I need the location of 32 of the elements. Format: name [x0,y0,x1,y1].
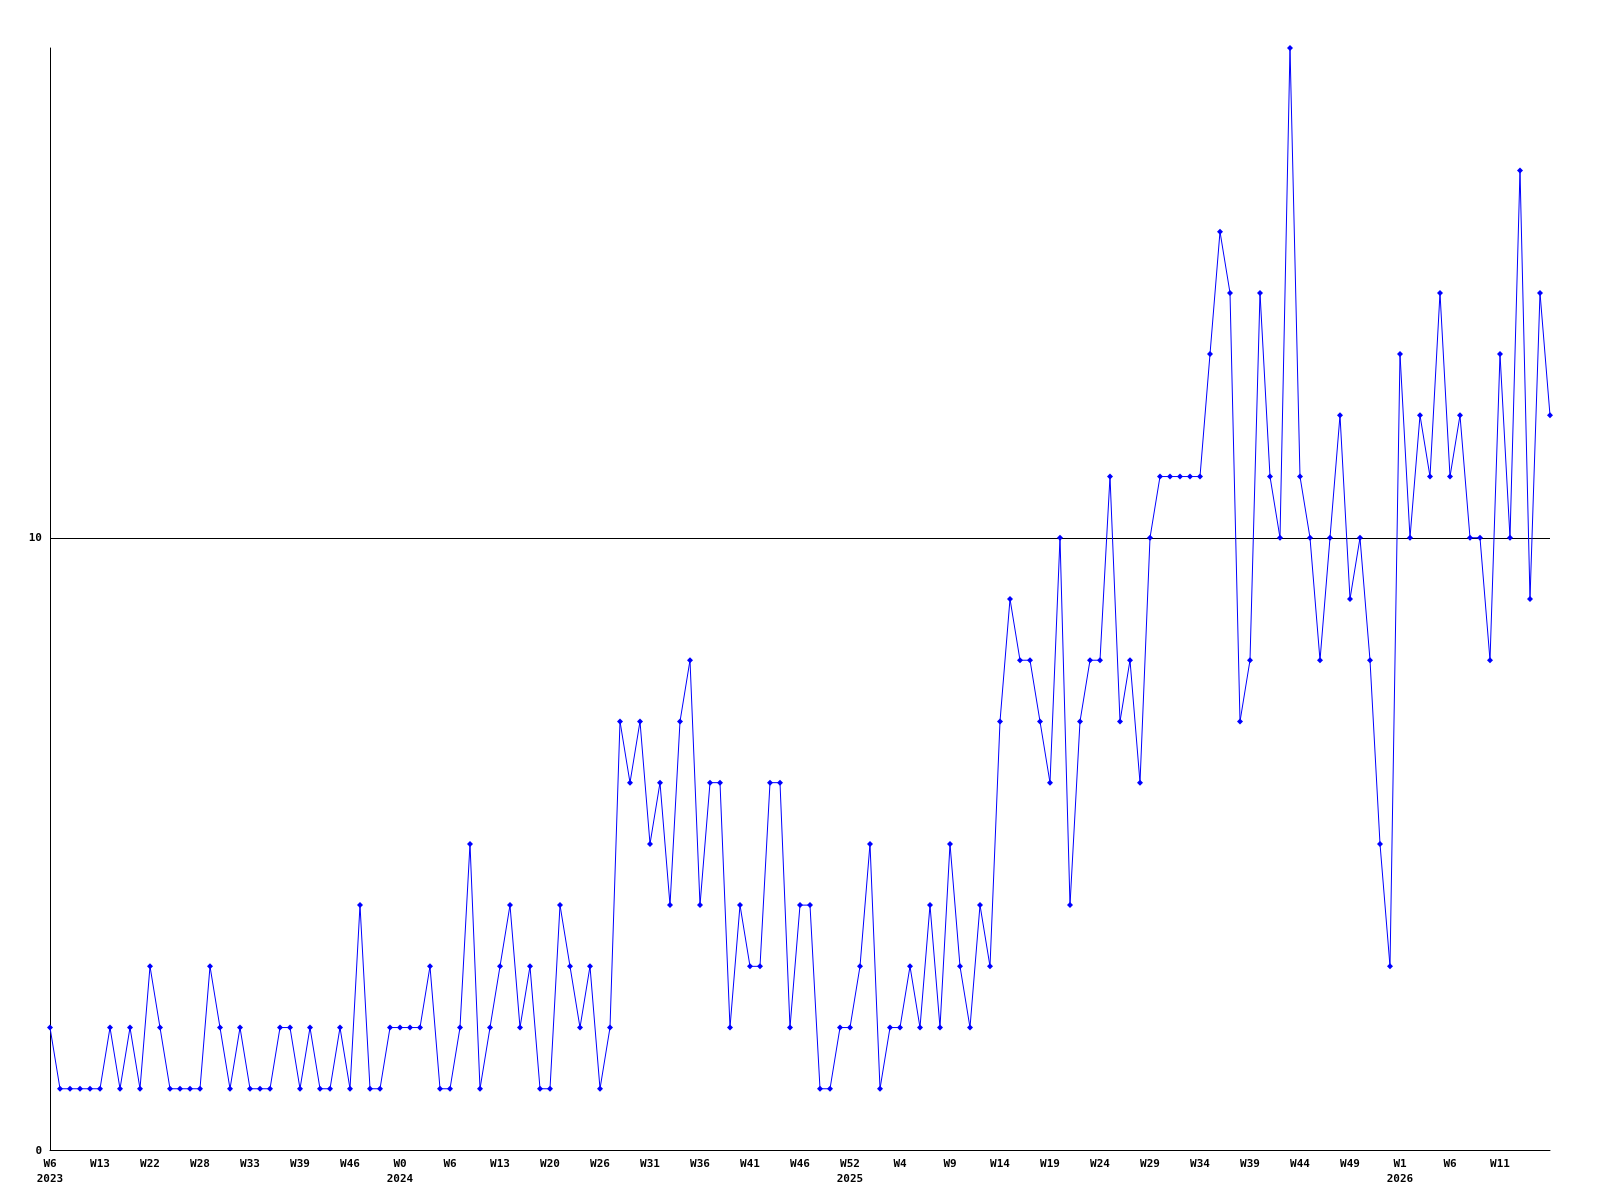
x-tick-label: W13 [90,1157,110,1170]
x-tick-label: W34 [1190,1157,1211,1170]
x-tick-label: W1 2026 [1386,1157,1414,1185]
x-tick-label: W0 2024 [386,1157,414,1185]
x-tick-label: W36 [690,1157,711,1170]
x-tick-label: W6 [443,1157,457,1170]
x-tick-label: W20 [540,1157,560,1170]
x-tick-label: W33 [240,1157,260,1170]
x-tick-label: W6 2023 [36,1157,64,1185]
x-tick-label: W31 [640,1157,661,1170]
x-tick-label: W28 [190,1157,210,1170]
x-tick-label: W52 2025 [836,1157,864,1185]
x-tick-label: W4 [893,1157,907,1170]
y-tick-label: 10 [28,531,42,545]
x-tick-label: W6 [1443,1157,1457,1170]
x-tick-label: W22 [140,1157,160,1170]
x-tick-label: W46 [340,1157,361,1170]
x-tick-label: W49 [1340,1157,1360,1170]
x-tick-label: W13 [490,1157,510,1170]
x-tick-label: W24 [1090,1157,1111,1170]
x-tick-label: W44 [1290,1157,1311,1170]
x-tick-label: W14 [990,1157,1011,1170]
x-tick-label: W41 [740,1157,761,1170]
x-tick-label: W39 [290,1157,310,1170]
x-tick-label: W9 [943,1157,957,1170]
x-tick-label: W46 [790,1157,811,1170]
y-tick-label: 0 [35,1143,42,1157]
x-tick-label: W11 [1490,1157,1511,1170]
x-tick-label: W26 [590,1157,611,1170]
x-tick-label: W29 [1140,1157,1160,1170]
x-tick-label: W19 [1040,1157,1060,1170]
x-tick-label: W39 [1240,1157,1260,1170]
